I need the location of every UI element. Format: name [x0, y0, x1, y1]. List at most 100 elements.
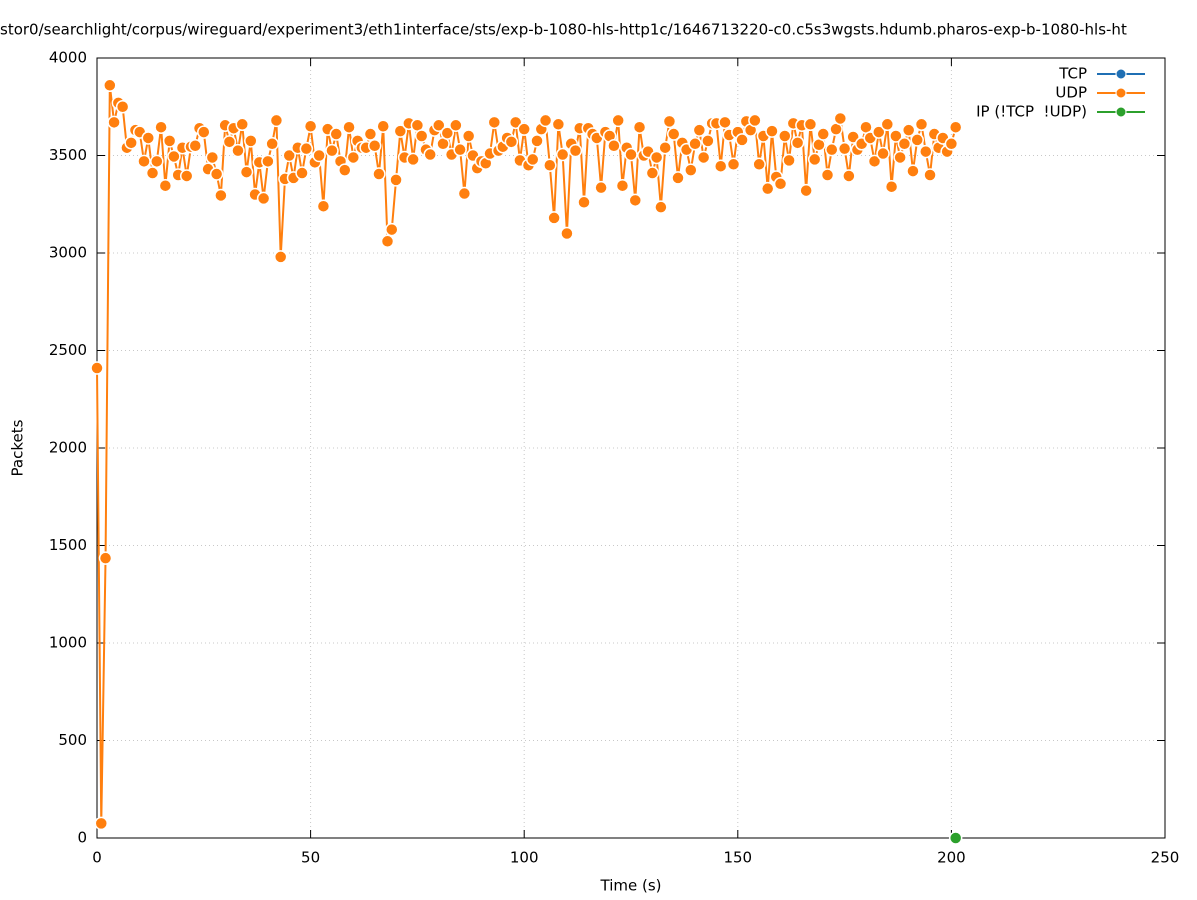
- data-point: [162, 134, 177, 148]
- data-point: [919, 144, 933, 159]
- data-point: [98, 551, 113, 565]
- data-point: [530, 134, 544, 148]
- y-tick-label: 1000: [49, 634, 87, 652]
- y-tick-label: 3500: [49, 146, 87, 164]
- data-point: [342, 120, 356, 134]
- data-point: [551, 117, 566, 132]
- x-tick-label: 50: [301, 849, 320, 867]
- data-point: [684, 163, 698, 177]
- data-point: [760, 181, 775, 196]
- data-point: [385, 222, 399, 237]
- data-point: [713, 159, 728, 173]
- data-point: [547, 211, 561, 225]
- data-point: [107, 115, 121, 130]
- x-tick-label: 100: [510, 849, 539, 867]
- data-point: [449, 118, 463, 133]
- data-point: [837, 141, 852, 156]
- data-point: [376, 119, 390, 133]
- y-tick-label: 4000: [49, 49, 87, 67]
- data-point: [457, 186, 472, 201]
- data-point: [329, 127, 343, 141]
- data-point: [389, 173, 403, 187]
- data-point: [167, 149, 181, 164]
- data-point: [325, 143, 339, 158]
- data-point: [137, 154, 151, 169]
- data-point: [752, 157, 766, 172]
- data-point: [833, 111, 848, 126]
- series-line: [96, 85, 957, 824]
- data-point: [145, 166, 160, 180]
- y-tick-label: 0: [77, 829, 87, 847]
- x-tick-label: 150: [723, 849, 752, 867]
- data-point: [735, 133, 749, 147]
- y-tick-label: 2500: [49, 341, 87, 359]
- data-point: [461, 129, 476, 143]
- data-point: [141, 131, 156, 145]
- data-point: [406, 152, 420, 167]
- data-point: [517, 122, 531, 136]
- legend-marker: [1115, 106, 1127, 118]
- legend-marker: [1115, 68, 1127, 80]
- data-point: [244, 134, 258, 148]
- data-point: [90, 361, 104, 375]
- legend-label: UDP: [1055, 84, 1087, 102]
- data-point: [239, 165, 254, 179]
- data-point: [555, 147, 570, 162]
- data-point: [773, 177, 788, 191]
- data-point: [214, 188, 228, 203]
- legend-label: IP (!TCP !UDP): [976, 103, 1087, 121]
- data-point: [696, 150, 711, 165]
- data-point: [615, 178, 630, 193]
- data-point: [842, 169, 856, 183]
- data-point: [346, 150, 361, 165]
- data-point: [372, 167, 386, 181]
- data-point: [299, 141, 314, 156]
- data-point: [295, 166, 309, 180]
- data-point: [432, 118, 446, 133]
- y-tick-label: 2000: [49, 439, 87, 457]
- data-point: [901, 123, 916, 137]
- data-point: [209, 167, 224, 181]
- data-point: [632, 120, 647, 134]
- data-point: [671, 171, 685, 185]
- data-point: [158, 178, 173, 193]
- data-point: [338, 163, 352, 177]
- data-point: [884, 179, 899, 194]
- data-point: [658, 140, 672, 155]
- data-point: [115, 100, 130, 114]
- data-point: [261, 154, 275, 169]
- data-point: [889, 129, 903, 143]
- data-point: [197, 125, 211, 139]
- data-point: [235, 117, 249, 132]
- data-point: [222, 135, 237, 149]
- data-point: [179, 169, 194, 183]
- y-tick-label: 3000: [49, 244, 87, 262]
- data-point: [124, 136, 138, 150]
- data-point: [154, 120, 168, 134]
- chart-title: stor0/searchlight/corpus/wireguard/exper…: [0, 21, 1127, 39]
- data-point: [906, 164, 920, 178]
- data-point: [628, 193, 643, 208]
- data-point: [799, 183, 813, 198]
- data-point: [897, 137, 912, 151]
- y-tick-label: 500: [58, 731, 87, 749]
- data-point: [649, 150, 664, 165]
- data-point: [662, 114, 677, 129]
- data-point: [538, 113, 553, 128]
- data-point: [948, 120, 963, 134]
- data-point: [316, 199, 331, 213]
- data-point: [231, 143, 245, 158]
- data-point: [150, 154, 164, 169]
- data-point: [624, 147, 638, 162]
- data-point: [282, 148, 296, 163]
- data-point: [880, 117, 895, 132]
- data-point: [944, 137, 959, 151]
- data-point: [94, 816, 109, 831]
- data-point: [594, 180, 608, 195]
- data-point: [820, 168, 835, 182]
- data-point: [312, 148, 326, 163]
- data-point: [487, 115, 502, 130]
- x-axis-label: Time (s): [600, 877, 662, 895]
- data-point: [273, 250, 288, 264]
